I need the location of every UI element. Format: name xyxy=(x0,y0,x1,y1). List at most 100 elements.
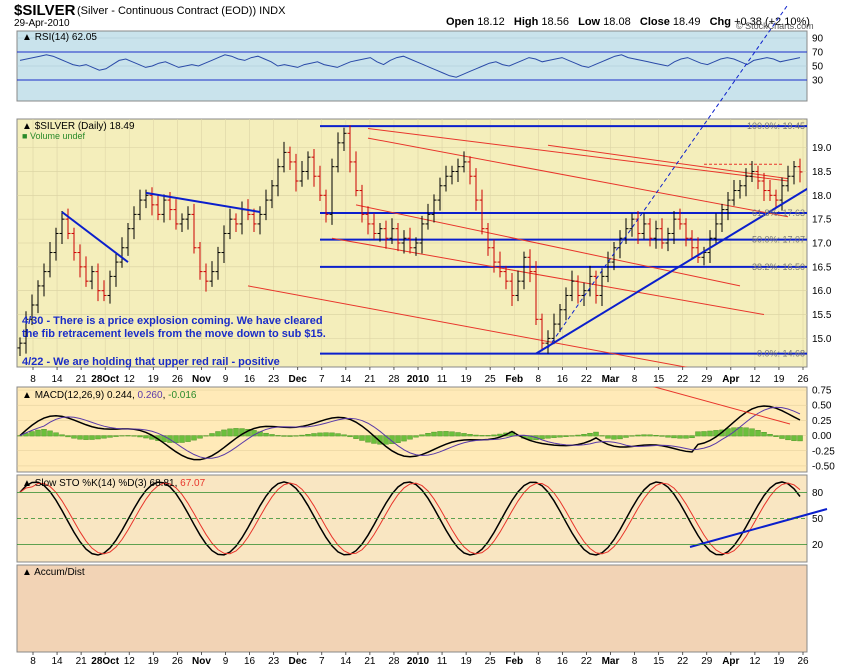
price-bar xyxy=(323,189,329,223)
macd-histogram-bar xyxy=(749,428,755,437)
mid-axis-tick-label: 16 xyxy=(244,374,256,385)
macd-signal-line xyxy=(19,406,801,459)
macd-histogram-bar xyxy=(473,434,479,437)
mid-axis-tick-label: 22 xyxy=(677,374,689,385)
price-tick-label: 15.5 xyxy=(812,310,832,321)
bottom-axis-tick-label: 26 xyxy=(172,656,184,667)
macd-histogram-bar xyxy=(437,431,443,437)
price-bar xyxy=(125,222,131,256)
bottom-axis-tick-label: 12 xyxy=(749,656,761,667)
mid-axis-tick-label: 19 xyxy=(148,374,160,385)
price-bar xyxy=(143,189,149,209)
macd-histogram-bar xyxy=(59,434,65,437)
macd-histogram-bar xyxy=(305,434,311,437)
price-bar xyxy=(785,165,791,192)
annotation-1: 4/30 - There is a price explosion coming… xyxy=(22,315,323,327)
price-bar xyxy=(611,242,617,271)
high-label: High xyxy=(513,16,539,28)
macd-histogram-bar xyxy=(497,433,503,437)
mid-axis-tick-label: 14 xyxy=(52,374,64,385)
bottom-axis-tick-label: 22 xyxy=(581,656,593,667)
price-bar xyxy=(605,251,611,283)
price-bar xyxy=(755,165,761,190)
macd-histogram-bar xyxy=(557,435,563,438)
price-bar xyxy=(155,194,161,221)
bottom-axis-tick-label: 28Oct xyxy=(91,656,119,667)
macd-histogram-bar xyxy=(143,435,149,439)
price-bar xyxy=(251,208,257,233)
macd-histogram-bar xyxy=(119,435,125,437)
macd-histogram-bar xyxy=(545,435,551,439)
mid-axis-tick-label: 7 xyxy=(319,374,325,385)
price-bar xyxy=(647,218,653,247)
price-tick-label: 16.0 xyxy=(812,286,832,297)
macd-histogram-bar xyxy=(593,431,599,437)
price-bar xyxy=(233,213,239,233)
mid-axis-tick-label: 19 xyxy=(773,374,785,385)
price-bar xyxy=(203,263,209,292)
macd-histogram-bar xyxy=(323,432,329,437)
price-bar xyxy=(701,246,707,266)
volume-label: ■ Volume undef xyxy=(22,131,85,141)
bottom-axis-tick-label: 28 xyxy=(388,656,400,667)
price-bar xyxy=(545,330,551,354)
macd-histogram-bar xyxy=(617,435,623,440)
blue-trendline xyxy=(61,211,129,263)
price-bar xyxy=(113,253,119,287)
price-bar xyxy=(347,125,353,173)
price-bar xyxy=(575,275,581,304)
price-tick-label: 17.0 xyxy=(812,239,832,250)
mid-axis-tick-label: 29 xyxy=(701,374,713,385)
bottom-axis-tick-label: Feb xyxy=(505,656,523,667)
macd-histogram-bar xyxy=(647,434,653,437)
macd-histogram-bar xyxy=(773,435,779,437)
bottom-axis-tick-label: 9 xyxy=(223,656,229,667)
rsi-line xyxy=(19,54,801,78)
macd-histogram-bar xyxy=(491,434,497,437)
macd-histogram-bar xyxy=(317,432,323,437)
sto-label-text: Slow STO %K(14) %D(3) xyxy=(35,478,147,489)
price-bar xyxy=(749,160,755,182)
macd-histogram-bar xyxy=(131,435,137,437)
price-bar xyxy=(389,218,395,244)
macd-histogram-bar xyxy=(797,435,803,442)
price-bar xyxy=(653,220,659,249)
red-channel-line xyxy=(247,285,688,367)
price-bar xyxy=(287,146,293,171)
price-bar xyxy=(773,189,779,209)
mid-axis-tick-label: 22 xyxy=(581,374,593,385)
macd-histogram-bar xyxy=(275,435,281,437)
price-bar xyxy=(311,149,317,187)
macd-value: 0.244 xyxy=(107,390,132,401)
macd-histogram-bar xyxy=(425,433,431,437)
price-bar xyxy=(17,337,23,357)
macd-histogram-bar xyxy=(383,435,389,445)
bottom-axis-tick-label: 19 xyxy=(148,656,160,667)
stochastic-d-line xyxy=(19,482,801,555)
price-bar xyxy=(77,244,83,278)
price-bar xyxy=(581,282,587,306)
price-bar xyxy=(281,141,287,173)
chart-description: (Silver - Continuous Contract (EOD)) IND… xyxy=(77,5,285,17)
price-bar xyxy=(671,211,677,244)
mid-axis-tick-label: Feb xyxy=(505,374,523,385)
macd-histogram-bar xyxy=(431,431,437,437)
price-bar xyxy=(173,199,179,230)
mid-axis-tick-label: 2010 xyxy=(407,374,430,385)
price-bar xyxy=(587,265,593,297)
macd-histogram-bar xyxy=(671,435,677,439)
price-bar xyxy=(257,206,263,235)
fib-level-label: 61.8%: 17.63 xyxy=(752,208,805,218)
price-bar xyxy=(413,237,419,256)
price-tick-label: 16.5 xyxy=(812,262,832,273)
macd-histogram-bar xyxy=(791,435,797,441)
macd-histogram-bar xyxy=(329,432,335,437)
bottom-axis-tick-label: Nov xyxy=(192,656,211,667)
price-bar xyxy=(527,249,533,283)
price-bar xyxy=(731,180,737,206)
red-channel-line xyxy=(367,128,789,182)
bottom-axis-tick-label: 16 xyxy=(244,656,256,667)
price-bar xyxy=(95,263,101,302)
macd-histogram-bar xyxy=(695,431,701,437)
bottom-axis-tick-label: 2010 xyxy=(407,656,430,667)
